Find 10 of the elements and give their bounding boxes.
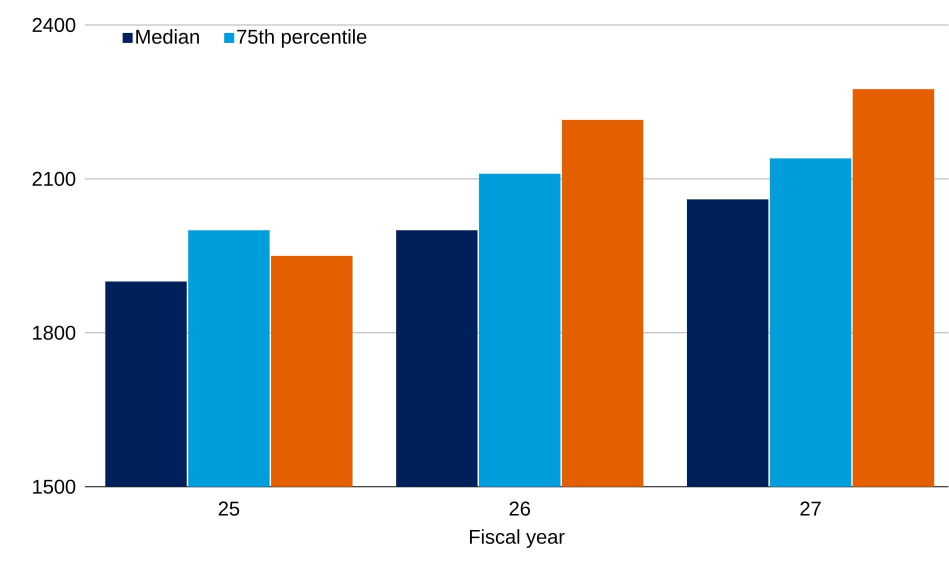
legend-label: Median [136,29,199,44]
x-tick-label: 27 [800,502,821,516]
y-tick-label: 2100 [32,172,76,186]
y-tick-label: 1800 [33,326,76,340]
y-tick-label: 1500 [33,480,76,494]
x-axis-title: Fiscal year [470,529,565,548]
x-tick-label: 26 [510,502,530,516]
y-tick-label: 2400 [32,18,76,32]
legend-label: 75th percentile [237,29,366,48]
x-tick-label: 25 [218,502,240,516]
